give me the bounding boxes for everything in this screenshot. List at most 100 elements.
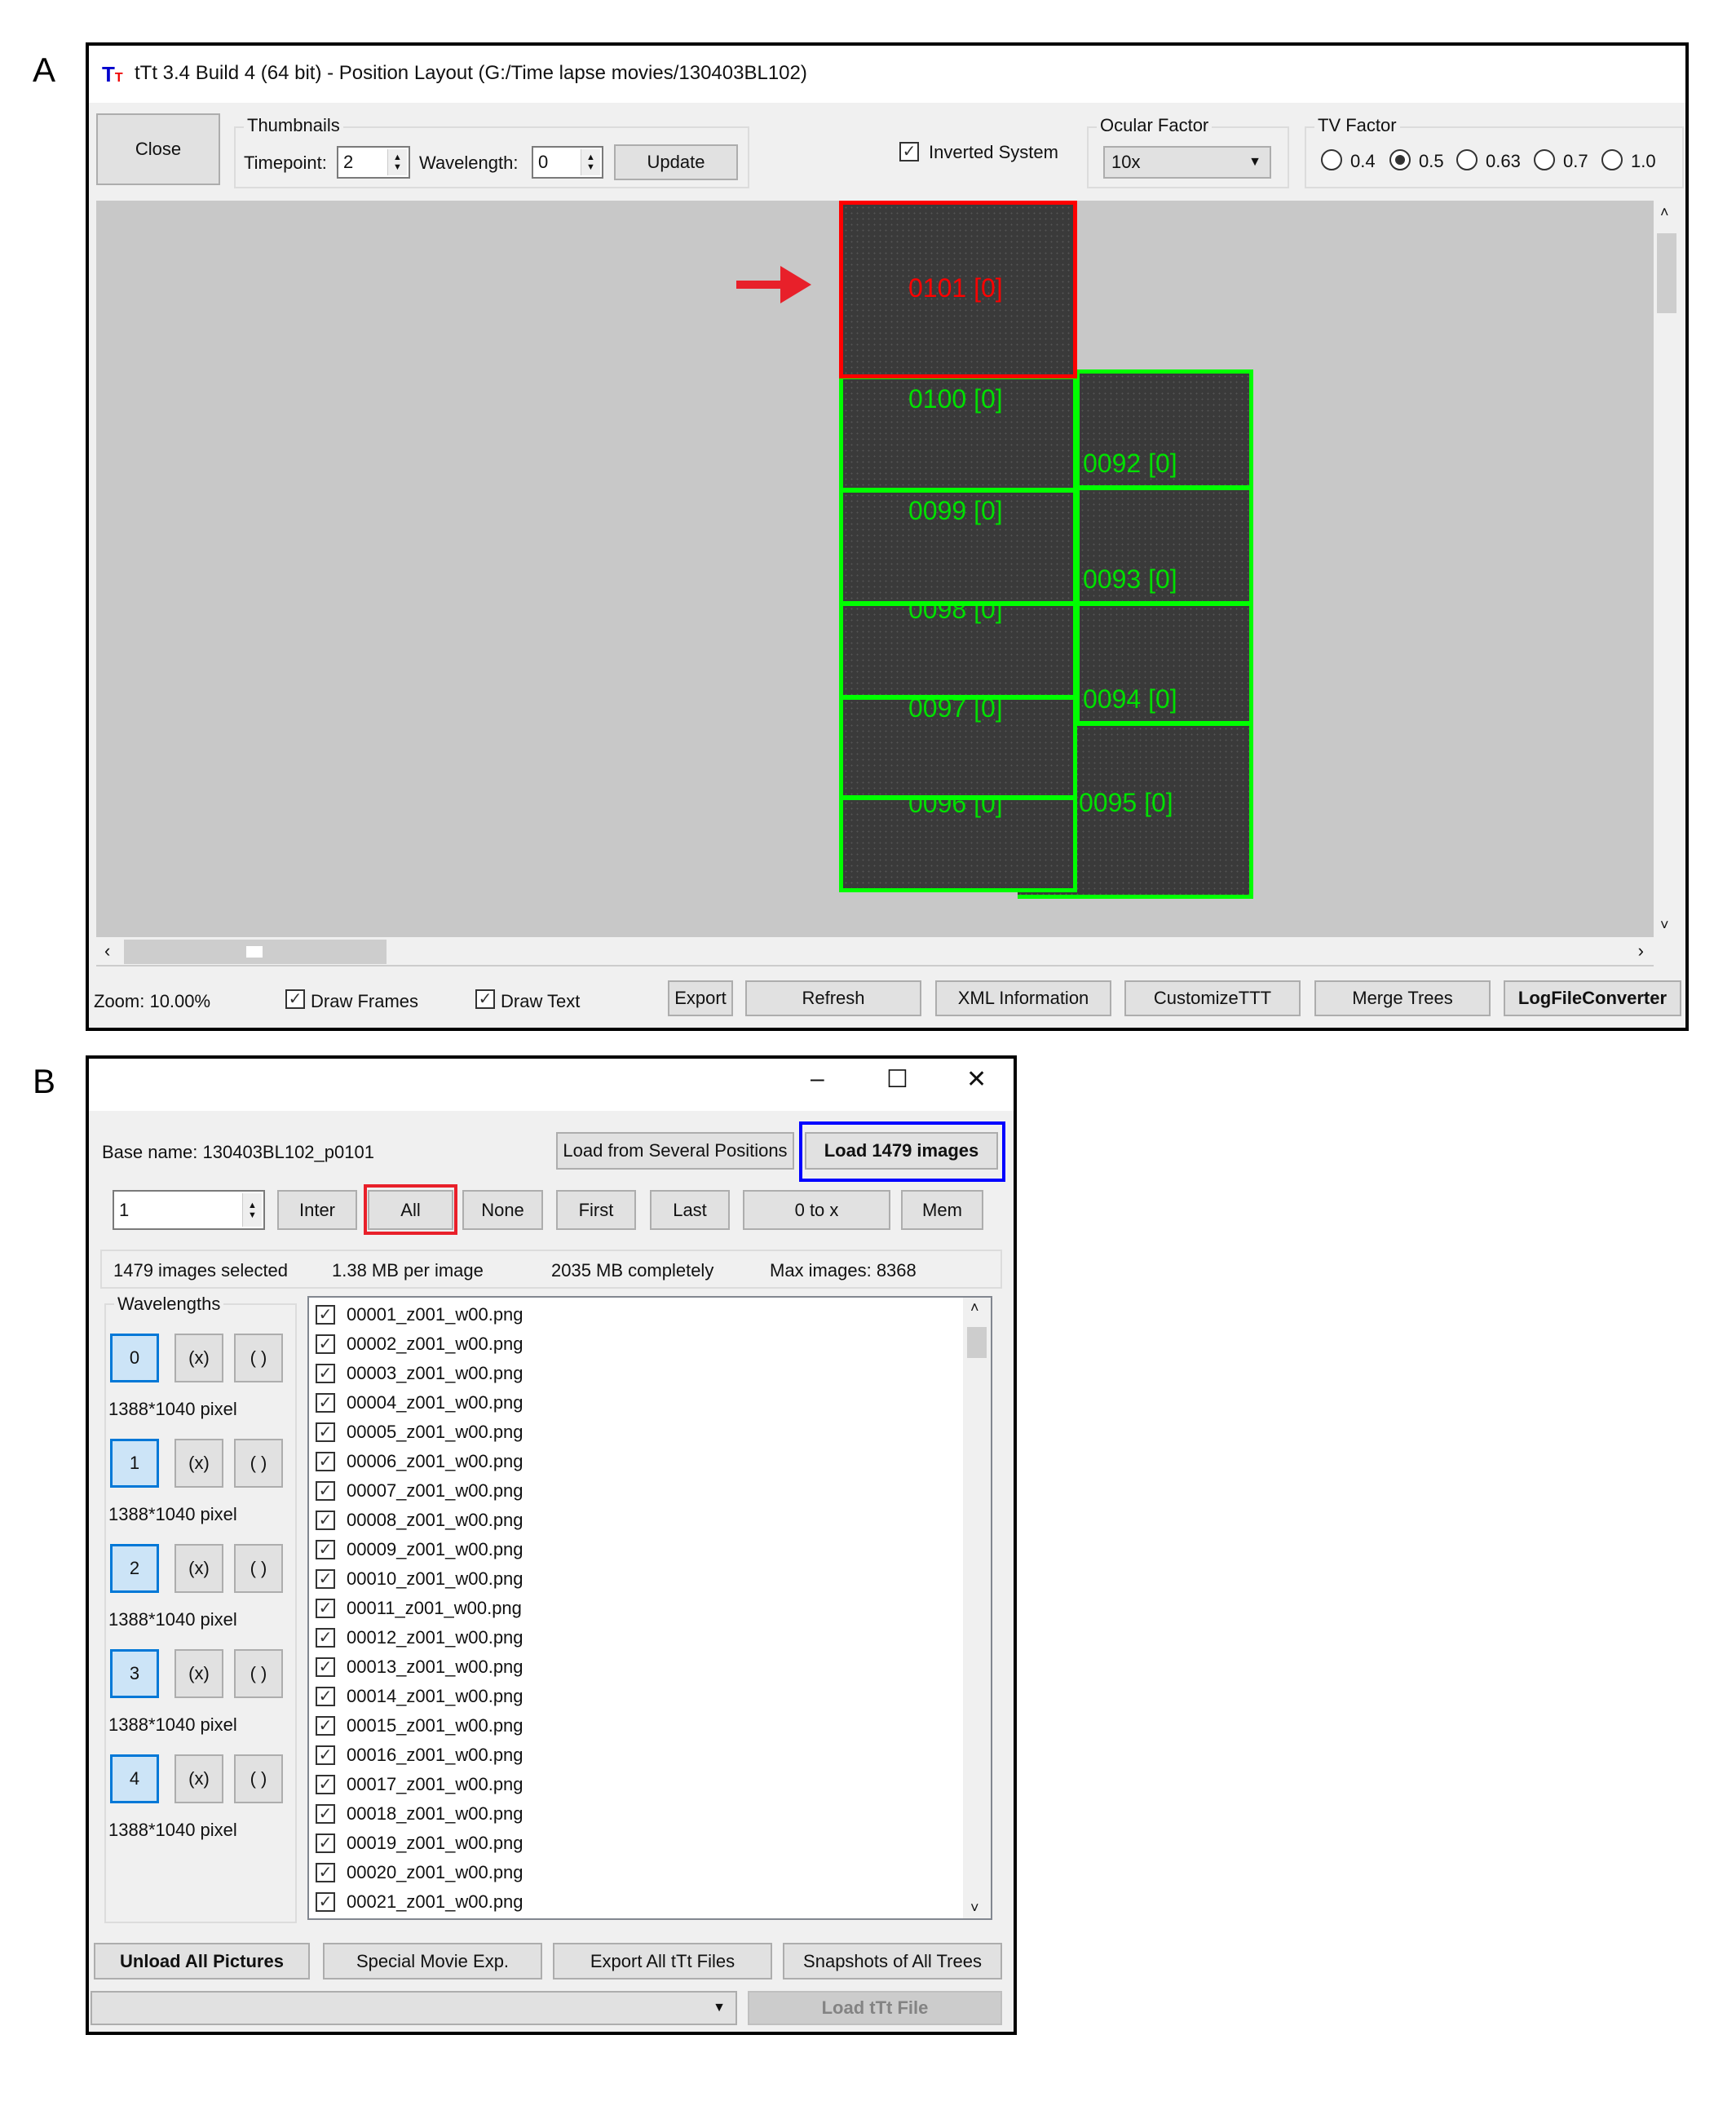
position-tile[interactable]: 0096 [0] — [839, 796, 1077, 892]
horizontal-scroll-thumb[interactable] — [124, 940, 387, 964]
file-checkbox[interactable]: ✓ — [316, 1775, 335, 1794]
file-list-item[interactable]: ✓ 00020_z001_w00.png — [316, 1858, 523, 1887]
position-tile[interactable]: 0092 [0] — [1076, 369, 1253, 489]
file-checkbox[interactable]: ✓ — [316, 1834, 335, 1853]
last-button[interactable]: Last — [650, 1190, 730, 1230]
xml-information-button[interactable]: XML Information — [935, 980, 1111, 1016]
file-checkbox[interactable]: ✓ — [316, 1540, 335, 1559]
draw-frames-checkbox[interactable]: ✓ — [285, 989, 305, 1009]
position-tile[interactable]: 0100 [0] — [839, 375, 1077, 492]
refresh-button[interactable]: Refresh — [745, 980, 921, 1016]
draw-text-checkbox[interactable]: ✓ — [475, 989, 495, 1009]
wavelength-0-paren-button[interactable]: ( ) — [234, 1334, 283, 1382]
wavelength-1-button[interactable]: 1 — [110, 1439, 159, 1488]
tv-factor-radio-0.63[interactable] — [1456, 149, 1478, 170]
ttt-file-combo[interactable]: ▼ — [91, 1991, 737, 2025]
image-index-spinbox[interactable]: 1 ▲ ▼ — [113, 1190, 265, 1230]
file-checkbox[interactable]: ✓ — [316, 1863, 335, 1882]
file-checkbox[interactable]: ✓ — [316, 1452, 335, 1471]
scroll-up-icon[interactable]: ˄ — [1660, 204, 1669, 220]
wavelength-4-x-button[interactable]: (x) — [174, 1754, 223, 1803]
spin-arrows-icon[interactable]: ▲ ▼ — [387, 149, 407, 175]
close-button[interactable]: Close — [96, 113, 220, 185]
file-checkbox[interactable]: ✓ — [316, 1745, 335, 1765]
file-list-item[interactable]: ✓ 00017_z001_w00.png — [316, 1770, 523, 1799]
file-checkbox[interactable]: ✓ — [316, 1364, 335, 1383]
wavelength-3-button[interactable]: 3 — [110, 1649, 159, 1698]
inverted-system-checkbox[interactable]: ✓ — [899, 142, 919, 161]
merge-trees-button[interactable]: Merge Trees — [1314, 980, 1491, 1016]
file-checkbox[interactable]: ✓ — [316, 1804, 335, 1824]
file-list-item[interactable]: ✓ 00002_z001_w00.png — [316, 1329, 523, 1359]
file-checkbox[interactable]: ✓ — [316, 1393, 335, 1413]
file-list-item[interactable]: ✓ 00009_z001_w00.png — [316, 1535, 523, 1564]
ocular-factor-select[interactable]: 10x ▼ — [1103, 146, 1271, 179]
file-list-item[interactable]: ✓ 00015_z001_w00.png — [316, 1711, 523, 1741]
position-tile[interactable]: 0097 [0] — [839, 696, 1077, 799]
wavelength-3-x-button[interactable]: (x) — [174, 1649, 223, 1698]
file-checkbox[interactable]: ✓ — [316, 1481, 335, 1501]
file-list-item[interactable]: ✓ 00006_z001_w00.png — [316, 1447, 523, 1476]
snapshots-of-all-trees-button[interactable]: Snapshots of All Trees — [783, 1943, 1002, 1980]
wavelength-4-button[interactable]: 4 — [110, 1754, 159, 1803]
wavelength-2-paren-button[interactable]: ( ) — [234, 1544, 283, 1593]
position-canvas[interactable]: 0092 [0] 0093 [0] 0094 [0] 0095 [0] 0100… — [96, 201, 1654, 937]
special-movie-export-button[interactable]: Special Movie Exp. — [323, 1943, 542, 1980]
file-checkbox[interactable]: ✓ — [316, 1657, 335, 1677]
file-list-item[interactable]: ✓ 00005_z001_w00.png — [316, 1418, 523, 1447]
tv-factor-radio-1.0[interactable] — [1601, 149, 1623, 170]
wavelength-spinbox[interactable]: 0 ▲ ▼ — [532, 146, 603, 179]
file-checkbox[interactable]: ✓ — [316, 1687, 335, 1706]
load-ttt-file-button[interactable]: Load tTt File — [748, 1991, 1002, 2025]
first-button[interactable]: First — [556, 1190, 636, 1230]
file-list-item[interactable]: ✓ 00013_z001_w00.png — [316, 1652, 523, 1682]
list-scrollbar[interactable]: ˄ ˅ — [963, 1298, 991, 1918]
file-checkbox[interactable]: ✓ — [316, 1569, 335, 1589]
file-checkbox[interactable]: ✓ — [316, 1305, 335, 1325]
file-list-item[interactable]: ✓ 00011_z001_w00.png — [316, 1594, 522, 1623]
load-from-several-positions-button[interactable]: Load from Several Positions — [556, 1132, 794, 1170]
file-checkbox[interactable]: ✓ — [316, 1422, 335, 1442]
timepoint-spinbox[interactable]: 2 ▲ ▼ — [337, 146, 410, 179]
position-tile[interactable]: 0093 [0] — [1076, 486, 1253, 605]
position-tile[interactable]: 0094 [0] — [1076, 602, 1253, 725]
spin-arrows-icon[interactable]: ▲ ▼ — [242, 1193, 262, 1227]
inter-button[interactable]: Inter — [277, 1190, 357, 1230]
file-list-item[interactable]: ✓ 00001_z001_w00.png — [316, 1300, 523, 1329]
customize-ttt-button[interactable]: CustomizeTTT — [1124, 980, 1301, 1016]
unload-all-pictures-button[interactable]: Unload All Pictures — [94, 1943, 310, 1980]
load-images-button[interactable]: Load 1479 images — [805, 1132, 998, 1170]
file-checkbox[interactable]: ✓ — [316, 1716, 335, 1736]
wavelength-3-paren-button[interactable]: ( ) — [234, 1649, 283, 1698]
wavelength-0-x-button[interactable]: (x) — [174, 1334, 223, 1382]
file-list-item[interactable]: ✓ 00021_z001_w00.png — [316, 1887, 523, 1917]
scroll-down-icon[interactable]: ˅ — [1660, 917, 1669, 933]
file-list-item[interactable]: ✓ 00008_z001_w00.png — [316, 1506, 523, 1535]
export-button[interactable]: Export — [668, 980, 733, 1016]
vertical-scroll-thumb[interactable] — [1657, 233, 1676, 313]
spin-arrows-icon[interactable]: ▲ ▼ — [581, 149, 600, 175]
wavelength-0-button[interactable]: 0 — [110, 1334, 159, 1382]
scroll-left-icon[interactable]: ‹ — [104, 940, 111, 961]
file-list-item[interactable]: ✓ 00016_z001_w00.png — [316, 1741, 523, 1770]
file-checkbox[interactable]: ✓ — [316, 1892, 335, 1912]
horizontal-scrollbar[interactable]: ‹ › — [96, 937, 1654, 967]
logfile-converter-button[interactable]: LogFileConverter — [1504, 980, 1681, 1016]
file-list-item[interactable]: ✓ 00018_z001_w00.png — [316, 1799, 523, 1829]
file-list-item[interactable]: ✓ 00019_z001_w00.png — [316, 1829, 523, 1858]
file-list-item[interactable]: ✓ 00010_z001_w00.png — [316, 1564, 523, 1594]
close-window-button[interactable]: ✕ — [966, 1066, 987, 1093]
file-checkbox[interactable]: ✓ — [316, 1511, 335, 1530]
file-list[interactable]: ✓ 00001_z001_w00.png ✓ 00002_z001_w00.png ✓ 0… — [307, 1296, 992, 1920]
scroll-down-icon[interactable]: ˅ — [970, 1900, 979, 1916]
file-list-item[interactable]: ✓ 00003_z001_w00.png — [316, 1359, 523, 1388]
tv-factor-radio-0.7[interactable] — [1534, 149, 1555, 170]
wavelength-4-paren-button[interactable]: ( ) — [234, 1754, 283, 1803]
update-button[interactable]: Update — [614, 144, 738, 180]
wavelength-2-x-button[interactable]: (x) — [174, 1544, 223, 1593]
scroll-right-icon[interactable]: › — [1637, 940, 1644, 961]
none-button[interactable]: None — [462, 1190, 543, 1230]
wavelength-2-button[interactable]: 2 — [110, 1544, 159, 1593]
file-list-item[interactable]: ✓ 00012_z001_w00.png — [316, 1623, 523, 1652]
file-list-item[interactable]: ✓ 00004_z001_w00.png — [316, 1388, 523, 1418]
